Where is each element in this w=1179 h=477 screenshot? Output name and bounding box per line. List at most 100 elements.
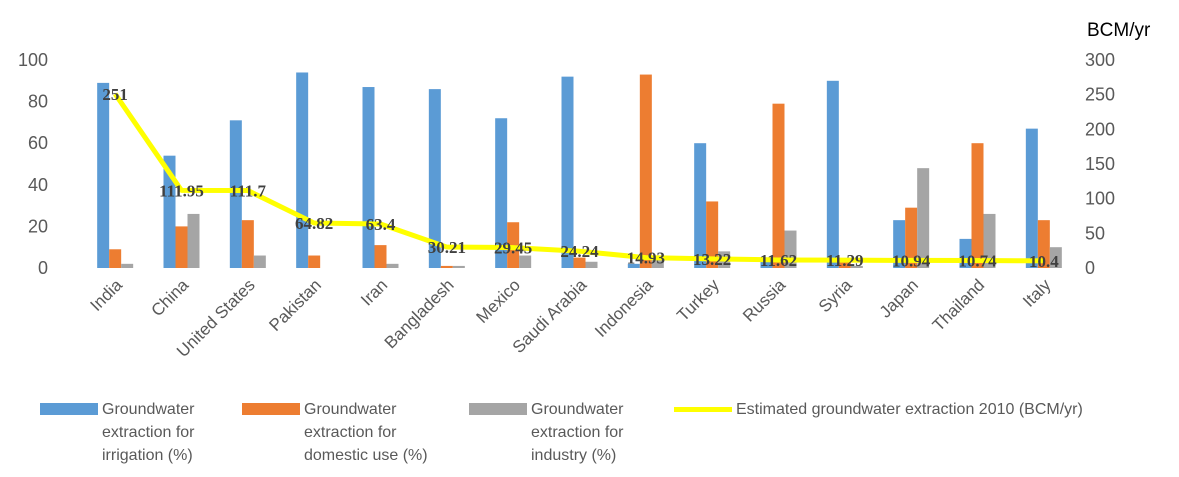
data-label: 63.4	[366, 215, 396, 234]
legend-swatch-irrigation	[40, 403, 98, 415]
right-axis-ticks: 0 50 100 150 200 250 300	[1085, 50, 1115, 278]
bar-industry	[651, 257, 664, 268]
bar-irrigation	[627, 263, 640, 268]
left-tick-label: 80	[28, 92, 48, 112]
bar-industry	[253, 255, 266, 268]
line-series: 251 111.95 111.7 64.82 63.4 30.21 29.45 24.24 14…	[102, 85, 1059, 271]
legend-swatch-domestic	[242, 403, 300, 415]
data-label: 11.62	[760, 251, 797, 270]
bar-industry	[1049, 247, 1062, 268]
category-label: Italy	[1019, 275, 1055, 311]
bar-irrigation	[694, 143, 707, 268]
left-tick-label: 60	[28, 133, 48, 153]
left-tick-label: 100	[18, 50, 48, 70]
data-label: 13.22	[693, 250, 731, 269]
bar-domestic	[308, 255, 321, 268]
data-label: 29.45	[494, 239, 532, 258]
bar-domestic	[241, 220, 254, 268]
bar-industry	[187, 213, 200, 268]
bar-irrigation	[428, 89, 441, 269]
bar-industry	[917, 168, 930, 268]
left-tick-label: 20	[28, 216, 48, 236]
bar-domestic	[175, 226, 188, 268]
category-label: India	[86, 275, 126, 315]
bar-irrigation	[163, 155, 176, 268]
bar-industry	[585, 261, 598, 268]
category-label: Iran	[357, 275, 391, 309]
data-label: 10.4	[1029, 252, 1059, 271]
bar-domestic	[905, 207, 918, 268]
right-tick-label: 50	[1085, 223, 1105, 243]
right-tick-label: 300	[1085, 50, 1115, 70]
bar-irrigation	[826, 80, 839, 268]
bar-irrigation	[229, 120, 242, 268]
bar-domestic	[838, 261, 851, 268]
category-label: Bangladesh	[381, 275, 458, 352]
bar-domestic	[440, 265, 453, 268]
right-tick-label: 250	[1085, 85, 1115, 105]
category-label: Russia	[739, 275, 790, 326]
legend-swatch-industry	[469, 403, 527, 415]
bar-domestic	[109, 249, 122, 268]
data-label: 111.95	[159, 181, 204, 200]
right-tick-label: 0	[1085, 258, 1095, 278]
category-label: Turkey	[673, 275, 723, 325]
legend-label-extraction: Estimated groundwater extraction 2010 (B…	[736, 401, 1083, 418]
legend-item-extraction: Estimated groundwater extraction 2010 (B…	[674, 398, 1083, 421]
bar-industry	[386, 263, 399, 268]
bar-irrigation	[760, 261, 773, 268]
legend-item-industry: Groundwater extraction for industry (%)	[469, 398, 624, 467]
legend-label-domestic: Groundwater extraction for domestic use …	[304, 401, 428, 464]
category-label: Syria	[815, 275, 856, 316]
bar-irrigation	[893, 220, 906, 268]
bar-domestic	[971, 143, 984, 268]
category-label: Indonesia	[591, 275, 657, 341]
legend: Groundwater extraction for irrigation (%…	[40, 398, 1170, 476]
left-tick-label: 0	[38, 258, 48, 278]
legend-item-irrigation: Groundwater extraction for irrigation (%…	[40, 398, 195, 467]
right-tick-label: 150	[1085, 154, 1115, 174]
data-label: 11.29	[826, 251, 863, 270]
right-axis-unit-label: BCM/yr	[1087, 20, 1151, 41]
legend-item-domestic: Groundwater extraction for domestic use …	[242, 398, 428, 467]
bar-irrigation	[495, 118, 508, 269]
category-label: Mexico	[472, 275, 524, 327]
bar-irrigation	[362, 87, 375, 268]
data-label: 111.7	[230, 182, 267, 201]
bar-domestic	[374, 245, 387, 268]
bar-industry	[121, 263, 134, 268]
extraction-line	[113, 92, 1044, 264]
right-tick-label: 100	[1085, 189, 1115, 209]
right-tick-label: 200	[1085, 119, 1115, 139]
category-label: Japan	[876, 275, 922, 321]
category-label: Pakistan	[265, 275, 325, 335]
left-axis-ticks: 0 20 40 60 80 100	[18, 50, 48, 278]
bar-industry	[452, 265, 465, 268]
bar-domestic	[573, 257, 586, 268]
bar-irrigation	[296, 72, 309, 268]
left-tick-label: 40	[28, 175, 48, 195]
bar-domestic	[1037, 220, 1050, 268]
data-label: 14.93	[627, 249, 665, 268]
category-label: China	[147, 275, 192, 320]
data-label: 10.94	[892, 251, 931, 270]
bar-domestic	[772, 103, 785, 269]
legend-swatch-extraction	[674, 407, 732, 412]
data-label: 24.24	[560, 242, 599, 261]
data-label: 64.82	[295, 214, 333, 233]
data-label: 251	[102, 85, 128, 104]
data-label: 30.21	[428, 238, 466, 257]
bar-industry	[983, 213, 996, 268]
legend-label-irrigation: Groundwater extraction for irrigation (%…	[102, 401, 195, 464]
bar-irrigation	[561, 76, 574, 268]
legend-label-industry: Groundwater extraction for industry (%)	[531, 401, 624, 464]
bar-industry	[850, 265, 863, 268]
bar-domestic	[639, 74, 652, 268]
bar-industry	[519, 255, 532, 268]
bar-irrigation	[97, 82, 110, 268]
data-label: 10.74	[958, 252, 997, 271]
bar-series	[97, 72, 1062, 269]
bar-domestic	[706, 201, 719, 268]
